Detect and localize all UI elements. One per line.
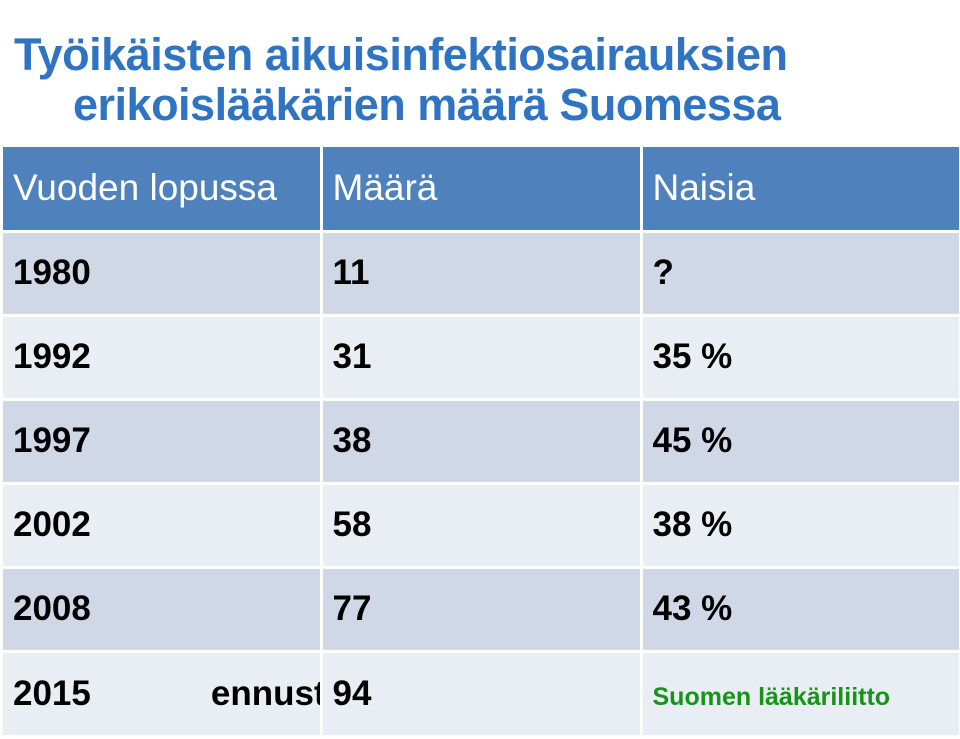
women-cell: ?: [641, 231, 959, 317]
table-row: 1980 11 ?: [3, 231, 959, 317]
women-cell: 43 %: [641, 567, 959, 653]
title-line-2: erikoislääkärien määrä Suomessa: [73, 79, 781, 131]
year-cell: 1980: [3, 231, 323, 317]
source-cell: Suomen lääkäriliitto: [641, 651, 959, 735]
women-cell: 35 %: [641, 315, 959, 401]
table-row: 2015 ennuste 94 Suomen lääkäriliitto: [3, 651, 959, 735]
header-year: Vuoden lopussa: [3, 147, 323, 233]
table-header-row: Vuoden lopussa Määrä Naisia: [3, 147, 959, 233]
year-cell: 2002: [3, 483, 323, 569]
table-row: 2008 77 43 %: [3, 567, 959, 653]
count-cell: 38: [321, 399, 643, 485]
women-cell: 45 %: [641, 399, 959, 485]
specialists-table: Vuoden lopussa Määrä Naisia 1980 11 ? 19…: [3, 147, 959, 735]
count-cell: 77: [321, 567, 643, 653]
title-line-1: Työikäisten aikuisinfektiosairauksien: [14, 29, 788, 81]
count-cell: 58: [321, 483, 643, 569]
year-cell: 1992: [3, 315, 323, 401]
page-title: Työikäisten aikuisinfektiosairauksien er…: [14, 30, 954, 130]
forecast-note: ennuste: [210, 673, 318, 713]
year-cell: 2008: [3, 567, 323, 653]
table-row: 1992 31 35 %: [3, 315, 959, 401]
source-label: Suomen lääkäriliitto: [652, 682, 891, 711]
year-cell: 2015 ennuste: [3, 651, 323, 735]
header-women: Naisia: [641, 147, 959, 233]
count-cell: 11: [321, 231, 643, 317]
count-cell: 94: [321, 651, 643, 735]
table-row: 1997 38 45 %: [3, 399, 959, 485]
table-row: 2002 58 38 %: [3, 483, 959, 569]
header-count: Määrä: [321, 147, 643, 233]
year-cell: 1997: [3, 399, 323, 485]
count-cell: 31: [321, 315, 643, 401]
women-cell: 38 %: [641, 483, 959, 569]
year-value: 2015: [13, 673, 91, 713]
